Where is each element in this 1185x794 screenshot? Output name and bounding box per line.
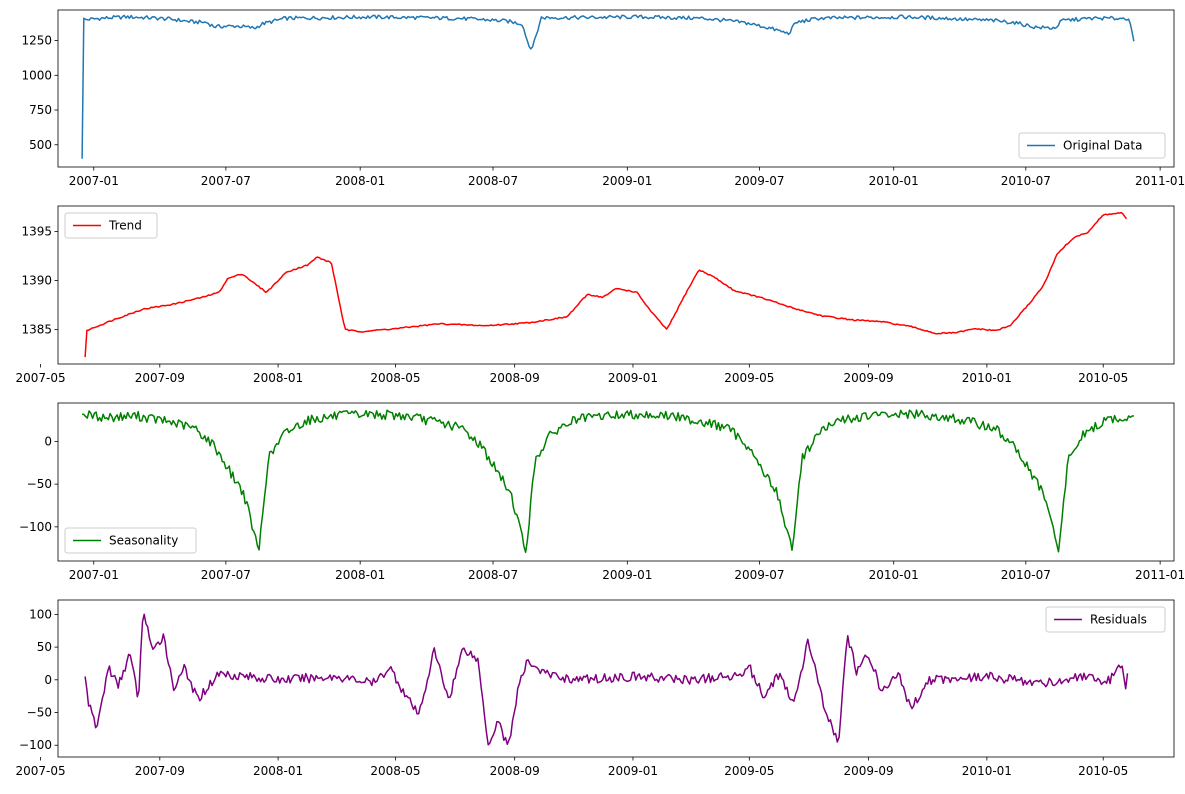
legend-box — [1045, 606, 1166, 633]
x-tick-label: 2010-01 — [869, 174, 919, 188]
legend-box — [64, 212, 158, 239]
y-tick-label: 50 — [37, 640, 52, 654]
y-tick-label: 0 — [44, 673, 52, 687]
y-tick-label: 1250 — [21, 34, 52, 48]
x-tick-label: 2008-01 — [335, 174, 385, 188]
x-tick-label: 2008-09 — [490, 371, 540, 385]
x-tick-label: 2007-09 — [135, 764, 185, 778]
x-tick-label: 2007-07 — [201, 174, 251, 188]
y-tick-label: 750 — [29, 103, 52, 117]
x-tick-label: 2007-05 — [15, 371, 65, 385]
y-tick-label: 100 — [29, 607, 52, 621]
x-tick-label: 2007-01 — [69, 174, 119, 188]
legend-label: Seasonality — [109, 534, 178, 548]
legend: Seasonality — [64, 527, 197, 554]
x-tick-label: 2009-01 — [602, 568, 652, 582]
x-tick-label: 2009-05 — [724, 764, 774, 778]
y-tick-label: 1385 — [21, 323, 52, 337]
subplot-2: 2007-05 2007-09 2008-01 2008-05 2008-09 2009-… — [15, 205, 1175, 385]
axes-frame — [57, 9, 1175, 168]
legend-box — [64, 527, 197, 554]
legend-label: Trend — [108, 219, 142, 233]
y-tick-label: −100 — [19, 738, 52, 752]
x-tick-label: 2010-01 — [962, 764, 1012, 778]
x-tick-label: 2011-01 — [1135, 568, 1185, 582]
x-tick-label: 2009-05 — [724, 371, 774, 385]
x-tick-label: 2007-01 — [69, 568, 119, 582]
series-line-residuals — [84, 613, 1129, 746]
x-tick-label: 2008-01 — [253, 371, 303, 385]
subplot-4: 2007-05 2007-09 2008-01 2008-05 2008-09 2009-… — [15, 599, 1175, 778]
series-line-trend — [84, 211, 1128, 358]
x-tick-label: 2009-01 — [608, 764, 658, 778]
subplot-3: 2007-01 2007-07 2008-01 2008-07 2009-01 2009-… — [19, 402, 1185, 582]
y-tick-label: 0 — [44, 434, 52, 448]
x-tick-label: 2010-07 — [1001, 568, 1051, 582]
x-tick-label: 2010-01 — [869, 568, 919, 582]
series-line-seasonality — [81, 409, 1135, 554]
x-tick-label: 2010-07 — [1001, 174, 1051, 188]
axes-frame — [57, 402, 1175, 562]
subplot-1: 2007-01 2007-07 2008-01 2008-07 2009-01 2009-… — [21, 9, 1185, 188]
legend: Trend — [64, 212, 158, 239]
x-tick-label: 2009-01 — [602, 174, 652, 188]
legend-box — [1018, 132, 1166, 159]
x-tick-label: 2010-01 — [962, 371, 1012, 385]
x-tick-label: 2009-09 — [844, 764, 894, 778]
x-tick-label: 2007-07 — [201, 568, 251, 582]
y-tick-label: −100 — [19, 520, 52, 534]
x-tick-label: 2008-05 — [370, 764, 420, 778]
series-line-original-data — [81, 14, 1135, 159]
y-tick-label: −50 — [27, 706, 52, 720]
x-tick-label: 2009-01 — [608, 371, 658, 385]
axes-frame — [57, 205, 1175, 365]
legend-label: Residuals — [1090, 613, 1147, 627]
x-tick-label: 2008-09 — [490, 764, 540, 778]
legend: Residuals — [1045, 606, 1166, 633]
y-tick-label: 1000 — [21, 68, 52, 82]
y-tick-label: 500 — [29, 138, 52, 152]
x-tick-label: 2011-01 — [1135, 174, 1185, 188]
x-tick-label: 2007-09 — [135, 371, 185, 385]
x-tick-label: 2008-07 — [468, 568, 518, 582]
legend-label: Original Data — [1063, 139, 1142, 153]
x-tick-label: 2008-07 — [468, 174, 518, 188]
x-tick-label: 2010-05 — [1078, 371, 1128, 385]
x-tick-label: 2009-09 — [844, 371, 894, 385]
axes-frame — [57, 599, 1175, 758]
legend: Original Data — [1018, 132, 1166, 159]
x-tick-label: 2008-01 — [335, 568, 385, 582]
y-tick-label: −50 — [27, 477, 52, 491]
x-tick-label: 2007-05 — [15, 764, 65, 778]
x-tick-label: 2009-07 — [734, 568, 784, 582]
x-tick-label: 2008-05 — [370, 371, 420, 385]
x-tick-label: 2008-01 — [253, 764, 303, 778]
x-tick-label: 2010-05 — [1078, 764, 1128, 778]
y-tick-label: 1390 — [21, 274, 52, 288]
y-tick-label: 1395 — [21, 225, 52, 239]
x-tick-label: 2009-07 — [734, 174, 784, 188]
